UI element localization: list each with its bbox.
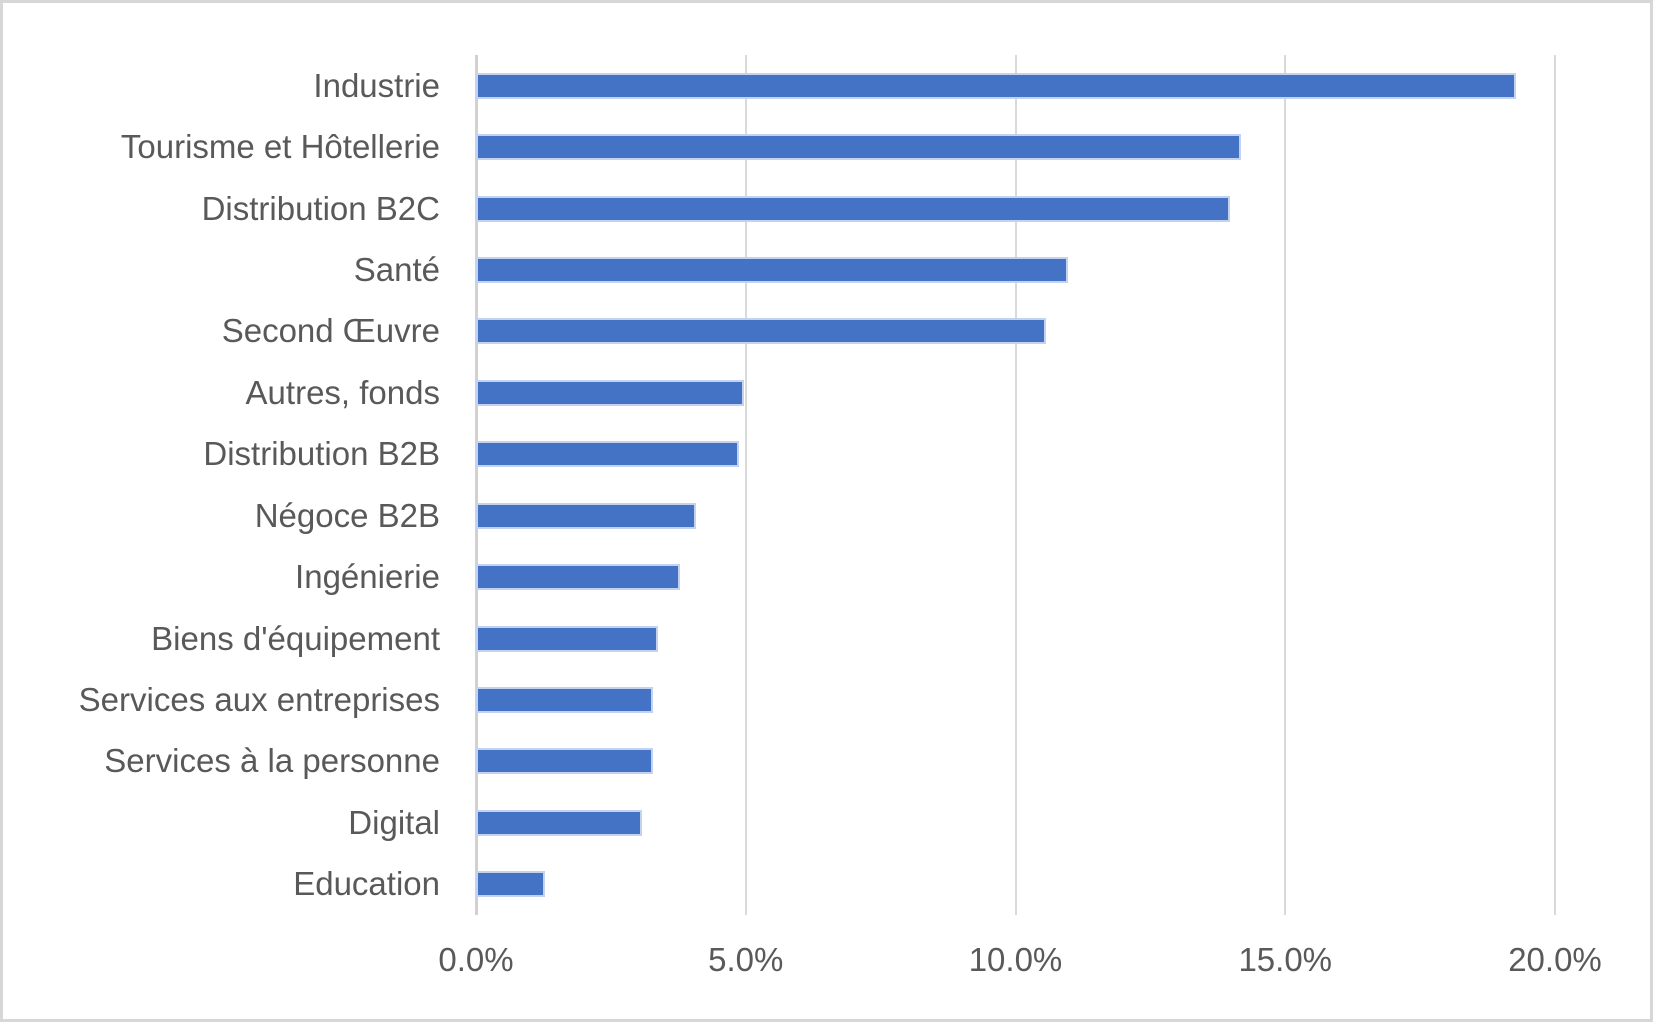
x-tick-label: 0.0% bbox=[438, 941, 514, 978]
bar bbox=[476, 72, 1516, 99]
gridline bbox=[1284, 55, 1287, 915]
category-label: Distribution B2B bbox=[203, 435, 440, 473]
category-label: Services aux entreprises bbox=[78, 681, 440, 718]
gridline bbox=[1014, 55, 1017, 915]
x-tick-label: 10.0% bbox=[968, 941, 1063, 978]
bar bbox=[476, 195, 1230, 222]
x-tick-label: 5.0% bbox=[708, 941, 784, 978]
bar bbox=[476, 809, 642, 836]
bar bbox=[476, 564, 680, 591]
gridline bbox=[744, 55, 747, 915]
category-label: Biens d'équipement bbox=[151, 619, 440, 657]
category-label: Distribution B2C bbox=[201, 189, 440, 227]
plot-area bbox=[474, 55, 1557, 915]
category-label: Services à la personne bbox=[104, 742, 440, 780]
category-label: Autres, fonds bbox=[245, 373, 440, 411]
bar bbox=[476, 687, 653, 713]
x-tick-label: 20.0% bbox=[1508, 941, 1602, 978]
bar bbox=[476, 134, 1241, 161]
category-label: Education bbox=[293, 865, 440, 903]
bar bbox=[476, 625, 659, 652]
category-label: Tourisme et Hôtellerie bbox=[120, 128, 440, 166]
bar bbox=[476, 318, 1047, 345]
bar bbox=[476, 441, 739, 468]
gridline bbox=[1554, 55, 1556, 915]
bar bbox=[476, 502, 696, 529]
bar bbox=[476, 748, 653, 775]
x-tick-label: 15.0% bbox=[1238, 941, 1333, 978]
category-label: Ingénierie bbox=[295, 558, 440, 596]
bar bbox=[476, 379, 745, 406]
category-label: Digital bbox=[348, 803, 440, 841]
bar bbox=[476, 257, 1069, 283]
category-label: Santé bbox=[353, 251, 440, 288]
category-label: Négoce B2B bbox=[254, 496, 440, 534]
bar bbox=[476, 871, 545, 898]
category-label: Industrie bbox=[313, 66, 440, 104]
value-axis-line bbox=[474, 55, 478, 915]
category-label: Second Œuvre bbox=[221, 312, 440, 350]
